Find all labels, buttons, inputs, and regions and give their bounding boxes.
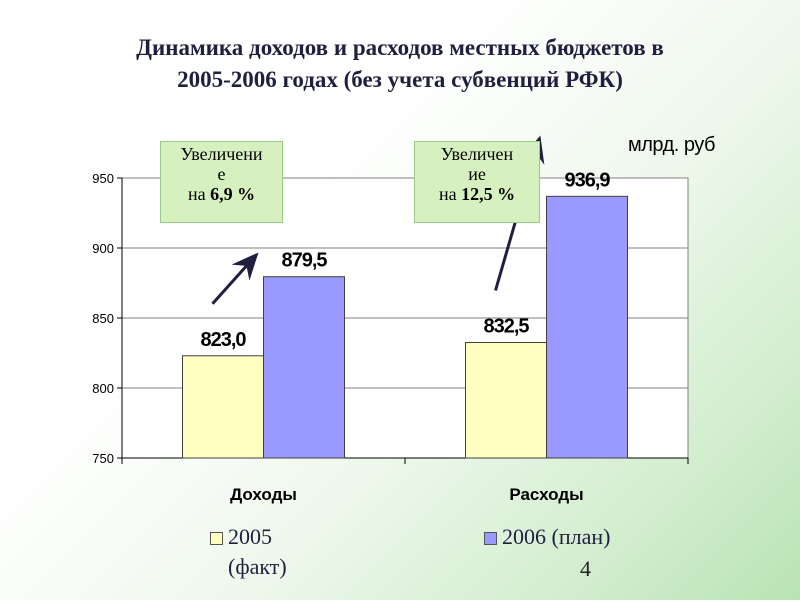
x-category-label: Расходы	[509, 485, 583, 504]
callout-increase-income: Увеличени е на 6,9 %	[160, 141, 283, 223]
bar-2005	[182, 355, 264, 459]
legend-swatch-2005	[210, 532, 223, 545]
callout-text-line-2: ие	[468, 164, 486, 184]
callout-text-line-3: на 12,5 %	[419, 184, 535, 204]
callout-text-line-1: Увеличен	[440, 144, 514, 164]
legend-item-2005: 2005 (факт)	[228, 522, 287, 582]
callout-prefix: на	[187, 184, 211, 204]
y-tick-label: 750	[92, 451, 114, 466]
data-label: 879,5	[281, 250, 327, 272]
callout-prefix: на	[438, 184, 462, 204]
increase-arrow-icon	[211, 252, 259, 305]
unit-label: млрд. руб	[628, 134, 715, 156]
callout-value: 12,5 %	[461, 184, 516, 204]
y-tick-label: 850	[92, 311, 114, 326]
data-label: 832,5	[483, 316, 529, 338]
title-line-1: Динамика доходов и расходов местных бюдж…	[136, 35, 664, 60]
title-line-2: 2005-2006 годах (без учета субвенций РФК…	[177, 67, 623, 92]
bar-2006	[263, 276, 345, 459]
bar-2006	[546, 195, 628, 459]
callout-value: 6,9 %	[210, 184, 256, 204]
callout-text-line-1: Увеличени	[180, 144, 263, 164]
data-label: 936,9	[564, 169, 610, 191]
y-tick-label: 900	[92, 241, 114, 256]
callout-text-line-2: е	[217, 164, 226, 184]
page-number: 4	[580, 556, 591, 581]
bar-2005	[465, 342, 547, 459]
chart-title: Динамика доходов и расходов местных бюдж…	[40, 32, 760, 96]
y-tick-label: 800	[92, 381, 114, 396]
callout-increase-expense: Увеличен ие на 12,5 %	[414, 141, 540, 223]
callout-text-line-3: на 6,9 %	[165, 184, 278, 204]
legend-swatch-2006	[484, 532, 497, 545]
legend-item-2006: 2006 (план)	[502, 524, 611, 549]
y-tick-label: 950	[92, 171, 114, 186]
x-category-label: Доходы	[230, 485, 297, 504]
legend-label-2005-line1: 2005	[228, 524, 272, 549]
data-label: 823,0	[200, 329, 246, 351]
legend-label-2005-line2: (факт)	[228, 554, 287, 579]
